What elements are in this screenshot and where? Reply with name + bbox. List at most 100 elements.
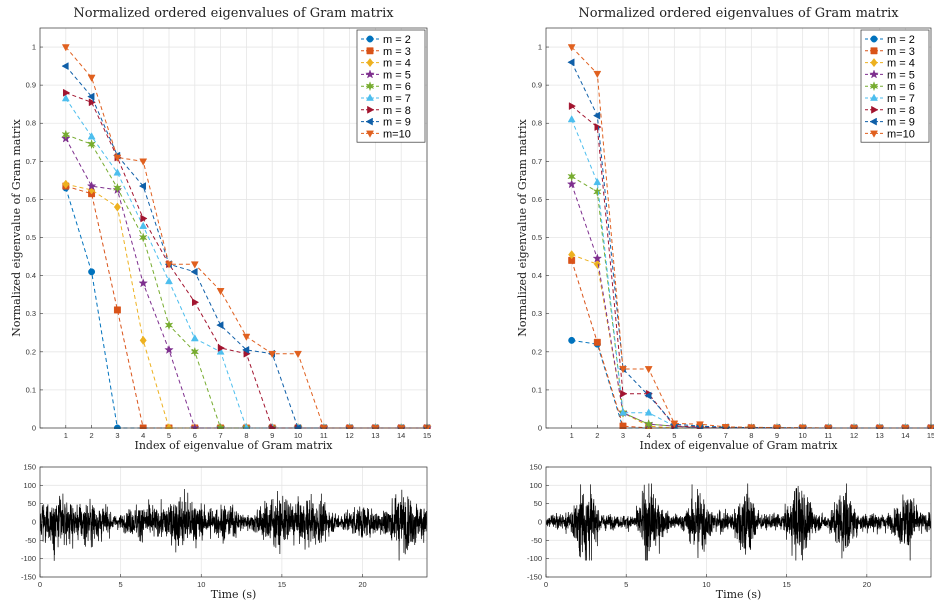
x-tick-label: 2 [90, 431, 94, 440]
y-tick-label: 0.6 [532, 195, 542, 204]
legend-label: m = 8 [887, 105, 915, 117]
x-tick-label: 10 [197, 580, 205, 589]
y-tick-label: 1 [538, 43, 542, 52]
x-axis-label: Time (s) [211, 588, 257, 601]
chart-title: Normalized ordered eigenvalues of Gram m… [73, 6, 394, 21]
legend-label: m = 5 [383, 69, 411, 81]
legend-marker [366, 58, 374, 68]
legend-label: m=10 [383, 128, 411, 140]
data-point [593, 338, 601, 346]
x-tick-label: 5 [167, 431, 171, 440]
y-tick-label: 0 [538, 424, 542, 433]
x-tick-label: 5 [672, 431, 676, 440]
data-point [164, 319, 174, 331]
data-point [138, 182, 147, 191]
x-tick-label: 6 [193, 431, 197, 440]
x-tick-label: 0 [38, 580, 42, 589]
data-point [268, 350, 277, 359]
x-tick-label: 3 [621, 431, 625, 440]
legend-marker [869, 117, 877, 126]
y-tick-label: 50 [28, 499, 36, 508]
x-tick-label: 1 [64, 431, 68, 440]
data-point [568, 250, 576, 260]
y-axis-label: Normalized eigenvalue of Gram matrix [516, 118, 529, 336]
data-point [568, 102, 577, 111]
legend-label: m = 6 [383, 81, 411, 93]
legend-marker [366, 130, 374, 138]
x-tick-label: 14 [901, 431, 909, 440]
data-point [696, 421, 704, 429]
legend-label: m = 6 [887, 81, 915, 93]
data-point [138, 232, 148, 243]
y-tick-label: 50 [534, 499, 542, 508]
y-tick-label: 0.9 [26, 81, 36, 90]
data-point [593, 177, 602, 186]
y-tick-label: 0.5 [532, 233, 542, 242]
x-tick-label: 15 [927, 431, 934, 440]
x-axis-label: Time (s) [716, 588, 762, 601]
signal-line [40, 488, 427, 561]
legend-label: m = 4 [383, 58, 411, 70]
data-point [165, 261, 173, 269]
data-point [112, 182, 122, 194]
legend-marker [870, 35, 878, 43]
data-point [113, 306, 121, 314]
legend-marker [366, 47, 374, 55]
data-point [88, 98, 96, 107]
y-tick-label: -150 [527, 573, 542, 582]
legend-marker [367, 105, 375, 114]
y-tick-label: 0.1 [532, 385, 542, 394]
data-point [61, 129, 71, 140]
data-point [164, 344, 174, 355]
y-tick-label: -50 [25, 536, 36, 545]
data-point [62, 88, 71, 97]
data-point [592, 253, 603, 263]
signal-line [546, 483, 931, 561]
x-tick-label: 1 [570, 431, 574, 440]
y-tick-label: 0.6 [26, 195, 36, 204]
y-tick-label: 0.3 [26, 309, 36, 318]
legend-marker [365, 69, 375, 79]
data-point [113, 202, 121, 212]
chart-panel-4: 0 5 10 15 20 -150 -100 -50 0 50 100 150 Time (s) [527, 463, 932, 601]
x-tick-label: 13 [875, 431, 883, 440]
data-point [138, 278, 149, 288]
x-tick-label: 4 [647, 431, 651, 440]
signal-trace [40, 488, 427, 561]
data-point [86, 181, 97, 191]
legend-marker [871, 105, 879, 114]
data-point [620, 389, 628, 398]
legend-label: m = 2 [383, 34, 411, 46]
x-tick-label: 11 [824, 431, 832, 440]
y-tick-label: -100 [21, 554, 36, 563]
legend-marker [869, 69, 879, 79]
data-point [216, 321, 224, 330]
legend-marker [366, 35, 374, 43]
y-tick-label: 0 [32, 518, 36, 527]
data-point [190, 261, 199, 269]
data-point [190, 267, 198, 276]
x-tick-label: 20 [863, 580, 871, 589]
y-tick-label: 0.2 [26, 347, 36, 356]
x-tick-label: 14 [397, 431, 405, 440]
legend-label: m=10 [887, 128, 915, 140]
y-tick-label: 0.1 [26, 385, 36, 394]
x-tick-label: 12 [850, 431, 858, 440]
data-point [190, 346, 200, 357]
data-point [165, 276, 173, 285]
data-point [139, 335, 147, 345]
data-point [592, 186, 602, 197]
y-tick-label: 0.4 [532, 271, 542, 280]
data-point [593, 70, 602, 79]
x-tick-label: 13 [371, 431, 379, 440]
data-point [619, 408, 627, 416]
series-line [65, 138, 427, 429]
data-point [567, 171, 577, 182]
x-tick-label: 8 [244, 431, 248, 440]
series-line [571, 119, 931, 429]
data-point [567, 58, 575, 67]
x-axis-label: Index of eigenvalue of Gram matrix [639, 439, 838, 452]
data-point [644, 366, 653, 374]
x-tick-label: 9 [270, 431, 274, 440]
